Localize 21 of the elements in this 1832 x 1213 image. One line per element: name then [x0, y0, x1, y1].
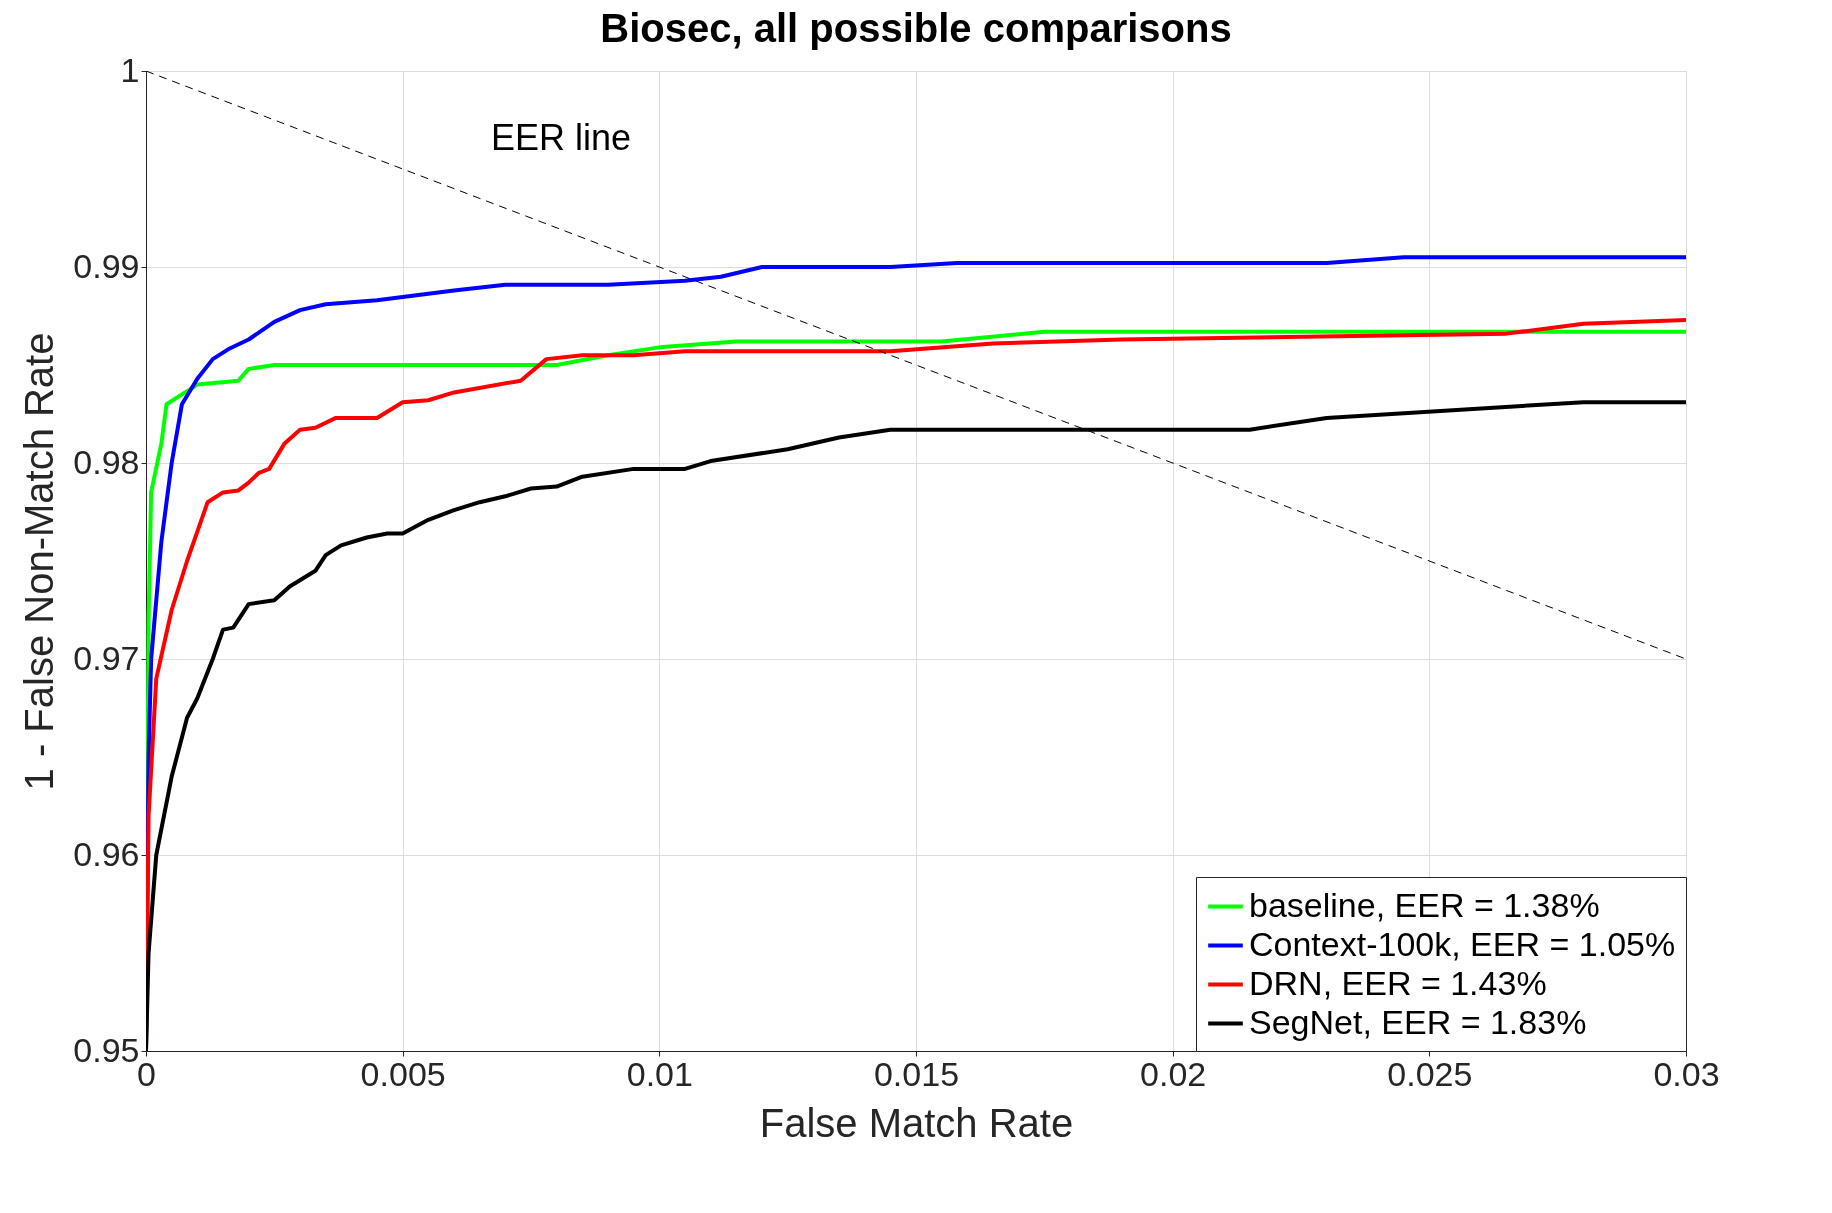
y-tick-label: 1: [120, 50, 140, 89]
y-tick-label: 0.96: [73, 834, 140, 873]
legend-label: Context-100k, EER = 1.05%: [1249, 924, 1676, 963]
y-tick-label: 0.95: [73, 1030, 140, 1069]
y-axis-title: 1 - False Non-Match Rate: [17, 332, 62, 791]
y-tick-label: 0.97: [73, 638, 140, 677]
y-tick-label: 0.99: [73, 246, 140, 285]
x-tick-label: 0: [137, 1054, 156, 1093]
legend-label: DRN, EER = 1.43%: [1249, 963, 1547, 1002]
x-axis-title: False Match Rate: [759, 1100, 1074, 1145]
annotation: EER line: [490, 117, 632, 158]
legend-label: baseline, EER = 1.38%: [1249, 885, 1600, 924]
x-tick-label: 0.03: [1653, 1054, 1720, 1093]
x-tick-label: 0.005: [360, 1054, 446, 1093]
chart-title: Biosec, all possible comparisons: [600, 6, 1232, 50]
x-tick-label: 0.025: [1387, 1054, 1473, 1093]
x-tick-label: 0.01: [626, 1054, 693, 1093]
x-tick-label: 0.02: [1140, 1054, 1207, 1093]
y-tick-label: 0.98: [73, 442, 140, 481]
legend-label: SegNet, EER = 1.83%: [1249, 1002, 1587, 1041]
x-tick-label: 0.015: [873, 1054, 960, 1093]
